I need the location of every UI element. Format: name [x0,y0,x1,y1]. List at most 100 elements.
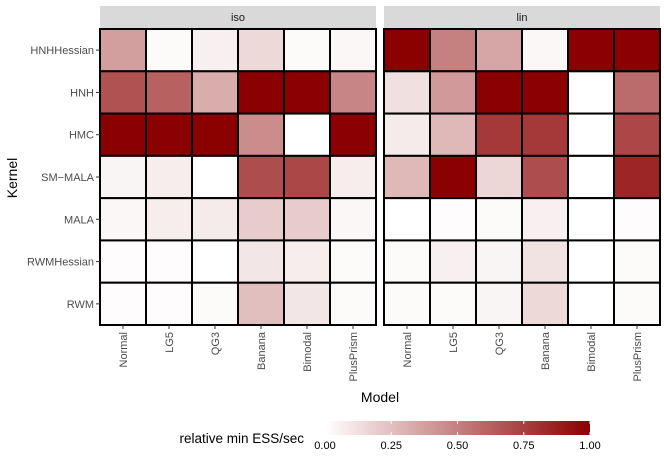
heatmap-cell: lin / RWM / Normal: 0.02 [383,281,431,326]
heatmap-cell: iso / MALA / PlusPrism: 0.03 [329,197,377,242]
heatmap-cell: lin / HNH / QG3: 1 [475,70,523,115]
heatmap-cell: iso / HMC / Banana: 0.45 [237,112,285,157]
heatmap-cell: lin / MALA / Normal: 0 [383,197,431,242]
heatmap-cell: lin / RWMHessian / PlusPrism: 0.02 [613,239,661,284]
heatmap-cell: lin / HNH / PlusPrism: 0.58 [613,70,661,115]
heatmap-cell: lin / RWM / Banana: 0.15 [521,281,569,326]
heatmap-cell: lin / RWMHessian / QG3: 0.04 [475,239,523,284]
x-tick-label: Bimodal [302,332,314,372]
heatmap-cell: lin / SM−MALA / QG3: 0.16 [475,154,523,200]
legend-ticks: 0.00 0.25 0.50 0.75 1.00 [314,421,601,452]
strip-iso [100,6,376,28]
heatmap-cell: iso / HMC / Normal: 1 [99,112,147,157]
y-axis-title: Kernel [4,158,20,198]
color-legend: relative min ESS/sec 0.00 0.25 0.50 0.75 1.0… [179,421,601,452]
heatmap-cell: lin / HMC / Bimodal: 0 [567,112,615,157]
heatmap-cell: lin / MALA / LG5: 0.01 [429,197,477,242]
y-tick-label: RWM [67,299,94,311]
heatmap-cell: lin / SM−MALA / Bimodal: 0 [567,154,615,200]
heatmap-cell: lin / RWM / LG5: 0.02 [429,281,477,326]
heatmap-cell: iso / HMC / Bimodal: 0 [283,112,331,157]
heatmap-cell: iso / RWMHessian / Banana: 0.1 [237,239,285,284]
axes-layer: Normal LG5 QG3 Banana Bimodal PlusPrism Normal… [27,45,644,381]
heatmap-cell: iso / RWMHessian / PlusPrism: 0.02 [329,239,377,284]
legend-colorbar [325,421,590,435]
heatmap-cell: iso / SM−MALA / LG5: 0.07 [145,154,193,200]
heatmap-cell: iso / HMC / LG5: 1 [145,112,193,157]
heatmap-cell: iso / MALA / Bimodal: 0.2 [283,197,331,242]
x-tick-label: Banana [256,331,268,370]
heatmap-cell: iso / RWMHessian / QG3: 0 [191,239,239,284]
heatmap-cell: lin / MALA / PlusPrism: 0.01 [613,197,661,242]
x-tick-label: LG5 [164,332,176,353]
y-tick-label: HNHHessian [30,45,94,57]
x-tick-label: Normal [118,332,130,367]
x-tick-label: PlusPrism [632,332,644,382]
heatmap-cell: iso / RWM / Bimodal: 0.1 [283,281,331,326]
y-tick-label: RWMHessian [27,257,94,269]
heatmap-cell: lin / HNHHessian / Normal: 1 [383,28,431,73]
heatmap-cell: lin / HNHHessian / PlusPrism: 1 [613,28,661,73]
heatmap-cell: iso / SM−MALA / Banana: 0.7 [237,154,285,200]
panel-iso: isoiso / HNHHessian / Normal: 0.38iso / … [99,6,377,326]
heatmap-cell: lin / HMC / QG3: 0.78 [475,112,523,157]
heatmap-cell: iso / RWMHessian / LG5: 0.01 [145,239,193,284]
heatmap-cell: lin / HMC / PlusPrism: 0.72 [613,112,661,157]
heatmap-cell: iso / HNH / Normal: 0.68 [99,70,147,115]
y-tick-label: MALA [64,214,95,226]
heatmap-cell: lin / RWMHessian / Normal: 0.02 [383,239,431,284]
heatmap-cell: lin / HNH / LG5: 0.4 [429,70,477,115]
legend-title: relative min ESS/sec [179,431,304,446]
heatmap-cell: iso / SM−MALA / Normal: 0.04 [99,154,147,200]
heatmap-cell: iso / HNH / Bimodal: 1 [283,70,331,115]
heatmap-cell: iso / RWM / QG3: 0.02 [191,281,239,326]
heatmap-cell: iso / HNH / Banana: 1 [237,70,285,115]
heatmap-cell: lin / MALA / Bimodal: 0 [567,197,615,242]
legend-tick-label: 0.75 [513,440,534,452]
heatmap-cell: iso / MALA / Banana: 0.2 [237,197,285,242]
heatmap-cell: lin / RWM / QG3: 0.04 [475,281,523,326]
legend-tick-label: 1.00 [579,440,600,452]
heatmap-cell: lin / MALA / Banana: 0.06 [521,197,569,242]
heatmap-cell: iso / HNHHessian / PlusPrism: 0.03 [329,28,377,73]
heatmap-cell: iso / HNHHessian / Bimodal: 0.02 [283,28,331,73]
heatmap-cell: iso / HMC / QG3: 1 [191,112,239,157]
heatmap-cell: lin / RWM / Bimodal: 0 [567,281,615,326]
heatmap-cell: lin / HNHHessian / Banana: 0.03 [521,28,569,73]
heatmap-cell: lin / HNHHessian / Bimodal: 1 [567,28,615,73]
heatmap-cell: iso / HNH / LG5: 0.62 [145,70,193,115]
y-tick-label: SM−MALA [41,172,95,184]
x-tick-label: Banana [540,331,552,370]
x-tick-label: QG3 [494,332,506,355]
legend-tick-label: 0.00 [314,440,335,452]
heatmap-cell: iso / RWM / Normal: 0.01 [99,281,147,326]
heatmap-cell: iso / HNHHessian / LG5: 0.02 [145,28,193,73]
legend-tick-label: 0.25 [381,440,402,452]
heatmap-cell: iso / HNHHessian / Banana: 0.15 [237,28,285,73]
strip-lin [384,6,660,28]
heatmap-cell: iso / MALA / Normal: 0.03 [99,197,147,242]
heatmap-cell: lin / SM−MALA / LG5: 1 [429,154,477,200]
heatmap-cell: lin / HNHHessian / LG5: 0.5 [429,28,477,73]
heatmap-cell: lin / RWMHessian / Banana: 0.11 [521,239,569,284]
x-tick-label: LG5 [448,332,460,353]
strip-label-iso: iso [231,12,245,24]
heatmap-cell: iso / SM−MALA / QG3: 0 [191,154,239,200]
heatmap-cell: iso / SM−MALA / PlusPrism: 0.07 [329,154,377,200]
heatmap-cell: lin / HNH / Normal: 0.12 [383,70,431,115]
x-tick-label: PlusPrism [348,332,360,382]
heatmap-cell: iso / RWMHessian / Bimodal: 0.07 [283,239,331,284]
heatmap-cell: iso / HNHHessian / QG3: 0.06 [191,28,239,73]
heatmap-cell: iso / HNH / QG3: 0.32 [191,70,239,115]
heatmap-cell: iso / HNHHessian / Normal: 0.38 [99,28,147,73]
heatmap-cell: lin / SM−MALA / PlusPrism: 0.85 [613,154,661,200]
panels-layer: isoiso / HNHHessian / Normal: 0.38iso / … [99,6,661,326]
heatmap-cell: lin / HMC / Banana: 0.78 [521,112,569,157]
heatmap-cell: iso / HMC / PlusPrism: 1 [329,112,377,157]
heatmap-cell: iso / MALA / LG5: 0.07 [145,197,193,242]
heatmap-cell: lin / HNHHessian / QG3: 0.35 [475,28,523,73]
heatmap-cell: iso / HNH / PlusPrism: 0.48 [329,70,377,115]
x-axis-title: Model [361,389,399,405]
heatmap-cell: lin / MALA / QG3: 0.02 [475,197,523,242]
heatmap-cell: lin / HNH / Bimodal: 0 [567,70,615,115]
